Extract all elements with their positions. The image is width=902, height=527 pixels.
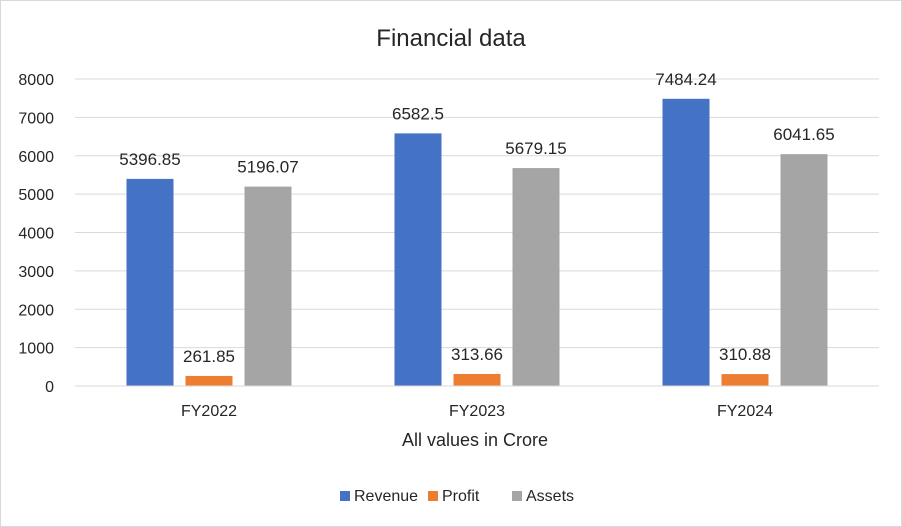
data-label: 6041.65: [773, 125, 834, 144]
bar-profit-fy2022: [185, 375, 233, 386]
grid: [75, 78, 879, 387]
x-tick-label: FY2024: [717, 403, 773, 420]
legend-swatch-profit: [428, 491, 438, 501]
data-label: 6582.5: [392, 104, 444, 123]
legend-label-assets: Assets: [526, 488, 574, 505]
y-tick-label: 7000: [18, 110, 54, 127]
x-tick-label: FY2022: [181, 403, 237, 420]
data-label: 5196.07: [237, 158, 298, 177]
legend-label-revenue: Revenue: [354, 488, 418, 505]
y-tick-label: 6000: [18, 149, 54, 166]
y-tick-label: 5000: [18, 187, 54, 204]
x-axis-label: All values in Crore: [402, 430, 548, 450]
y-axis: 0 1000 2000 3000 4000 5000 6000 7000 8000: [18, 72, 54, 396]
data-label: 5396.85: [119, 150, 180, 169]
y-tick-label: 8000: [18, 72, 54, 89]
bar-revenue-fy2024: [662, 98, 710, 386]
data-label: 5679.15: [505, 139, 566, 158]
x-tick-label: FY2023: [449, 403, 505, 420]
bar-assets-fy2024: [780, 154, 828, 386]
y-tick-label: 1000: [18, 341, 54, 358]
y-tick-label: 3000: [18, 264, 54, 281]
legend-swatch-revenue: [340, 491, 350, 501]
bars: [126, 98, 828, 386]
data-label: 7484.24: [655, 70, 716, 89]
data-label: 310.88: [719, 345, 771, 364]
y-tick-label: 0: [45, 379, 54, 396]
bar-revenue-fy2023: [394, 133, 442, 386]
data-label: 261.85: [183, 347, 235, 366]
bar-profit-fy2023: [453, 373, 501, 386]
data-labels: 5396.85 261.85 5196.07 6582.5 313.66 5679.15 7…: [119, 70, 834, 366]
chart-title: Financial data: [376, 25, 526, 52]
data-label: 313.66: [451, 345, 503, 364]
legend-label-profit: Profit: [442, 488, 480, 505]
y-tick-label: 4000: [18, 226, 54, 243]
bar-profit-fy2024: [721, 374, 769, 386]
x-axis: FY2022 FY2023 FY2024: [75, 385, 879, 420]
bar-revenue-fy2022: [126, 178, 174, 386]
y-tick-label: 2000: [18, 302, 54, 319]
legend-swatch-assets: [512, 491, 522, 501]
bar-assets-fy2023: [512, 168, 560, 386]
bar-assets-fy2022: [244, 186, 292, 386]
legend: Revenue Profit Assets: [340, 488, 574, 505]
